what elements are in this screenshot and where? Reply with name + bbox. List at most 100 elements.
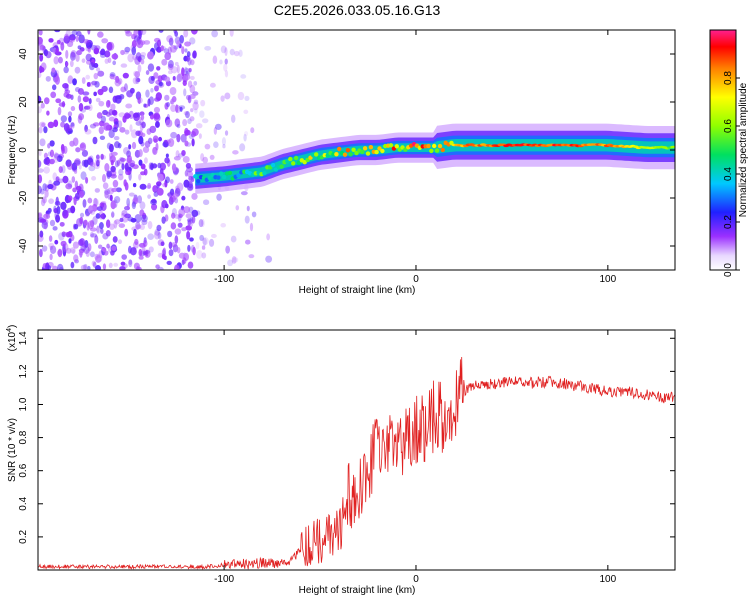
noise-point [167, 230, 173, 238]
noise-point [159, 162, 167, 171]
noise-point [105, 219, 111, 229]
noise-point [45, 75, 51, 82]
noise-point [70, 247, 76, 254]
noise-point [128, 192, 135, 197]
noise-point [42, 183, 48, 191]
noise-point [200, 153, 205, 162]
ridge-point [288, 156, 293, 162]
noise-point [209, 82, 216, 88]
noise-point [156, 66, 161, 71]
noise-point [100, 228, 104, 234]
ridge-point [216, 175, 221, 180]
ridge-point [429, 148, 434, 154]
y-tick-label: 0.6 [18, 463, 29, 477]
noise-point [201, 245, 206, 250]
noise-point [78, 183, 84, 193]
noise-point [73, 196, 77, 206]
noise-point [160, 45, 164, 52]
noise-point [91, 260, 96, 267]
noise-point [176, 133, 181, 143]
ridge-point [432, 143, 437, 149]
noise-point [146, 128, 152, 135]
noise-point [82, 96, 90, 103]
noise-point [58, 232, 65, 241]
noise-point [138, 255, 144, 260]
noise-point [155, 120, 160, 128]
noise-point [143, 103, 147, 108]
noise-point [39, 230, 44, 238]
noise-point [170, 66, 178, 74]
noise-point [167, 70, 173, 75]
noise-point [75, 53, 80, 62]
noise-point [131, 46, 137, 56]
noise-point [167, 60, 174, 69]
noise-point [49, 219, 56, 227]
noise-point [201, 252, 207, 259]
noise-point [162, 182, 168, 188]
noise-point [191, 209, 199, 217]
noise-point [60, 240, 67, 247]
ridge-point [670, 145, 675, 149]
noise-point [128, 259, 133, 265]
noise-point [110, 250, 115, 256]
noise-point [120, 261, 126, 266]
ridge-point [351, 147, 356, 152]
noise-point [47, 151, 52, 157]
noise-point [108, 129, 115, 139]
noise-point [181, 67, 185, 77]
noise-point [70, 50, 77, 58]
noise-point [50, 91, 57, 99]
noise-point [72, 241, 80, 249]
noise-point [121, 215, 129, 223]
noise-point [39, 44, 46, 51]
noise-point [49, 245, 53, 250]
noise-point [266, 233, 271, 241]
noise-point [43, 213, 51, 220]
ridge-point [360, 149, 365, 154]
noise-point [126, 157, 132, 164]
noise-point [220, 95, 225, 102]
x-tick-label: 0 [413, 574, 419, 585]
noise-point [110, 159, 114, 166]
noise-point [105, 230, 111, 237]
noise-point [63, 66, 69, 74]
noise-point [102, 174, 107, 183]
noise-point [90, 233, 98, 238]
noise-point [60, 121, 66, 128]
noise-point [224, 58, 228, 65]
noise-point [89, 231, 94, 238]
noise-point [65, 231, 71, 238]
noise-point [128, 144, 132, 150]
noise-point [48, 242, 55, 248]
noise-point [60, 115, 67, 123]
noise-point [160, 241, 165, 247]
noise-point [61, 146, 65, 155]
noise-point [38, 42, 43, 51]
noise-point [123, 205, 130, 211]
noise-point [109, 194, 113, 202]
noise-point [158, 136, 163, 142]
noise-point [99, 120, 106, 127]
noise-point [95, 213, 101, 219]
noise-point [165, 176, 170, 184]
noise-point [56, 205, 61, 215]
spectrogram-y-ticks: -40 -20 0 20 40 [18, 48, 675, 253]
noise-point [156, 187, 164, 196]
noise-point [169, 188, 175, 196]
colorbar-label: Normalized spectral amplitude [738, 82, 749, 217]
noise-point [204, 143, 211, 150]
noise-point [101, 38, 109, 44]
noise-point [118, 156, 125, 165]
noise-point [81, 242, 87, 248]
noise-point [104, 163, 110, 172]
noise-point [103, 122, 111, 131]
noise-point [188, 68, 192, 73]
noise-point [186, 230, 191, 240]
noise-point [56, 263, 64, 270]
noise-point [85, 212, 90, 218]
noise-point [91, 80, 98, 86]
ridge-point [262, 171, 267, 176]
spectrogram-x-label: Height of straight line (km) [299, 285, 416, 296]
noise-point [161, 216, 166, 224]
noise-point [94, 235, 99, 244]
